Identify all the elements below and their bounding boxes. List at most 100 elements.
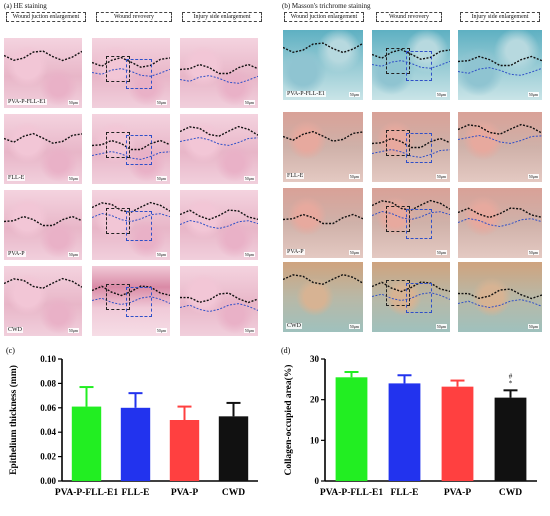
panel_a-image-r2-c1: FLL-E 50μm [4,114,82,184]
tissue-boundary-line [180,209,258,230]
panel_b-image-r2-c2: 50μm [372,112,450,182]
panel_a-image-r1-c2: 50μm [92,38,170,108]
scale-bar: 50μm [348,324,360,329]
bar-fll-e [388,383,421,481]
x-tick-label: CWD [222,488,245,498]
row-label: PVA-P-FLL-E1 [7,99,47,105]
injury-region-box [126,59,152,89]
x-tick-label: PVA-P [444,488,471,498]
tissue-boundary-line [283,42,363,54]
junction-region-box [386,205,410,232]
tissue-boundary-line [4,277,82,289]
panel-b-header-junction: Wound juction enlargement [284,12,364,22]
scale-bar: 50μm [67,252,79,257]
panel-b-title: (b) Masson's trichrome staining [282,2,371,10]
scale-bar: 50μm [348,174,360,179]
bar-cwd [218,416,249,481]
panel_b-image-r3-c2: 50μm [372,188,450,258]
panel-a-header-junction: Wound juction enlargement [6,12,86,22]
x-tick-label: PVA-P [171,488,198,498]
scale-bar: 50μm [155,176,167,181]
y-tick-label: 0.04 [40,427,56,437]
significance-marker: # [509,372,513,380]
injury-region-box [126,135,152,165]
scale-bar: 50μm [435,324,447,329]
panel_a-image-r2-c3: 50μm [180,114,258,184]
junction-region-box [386,47,410,74]
scale-bar: 50μm [527,250,539,255]
scale-bar: 50μm [527,324,539,329]
panel_a-image-r1-c1: PVA-P-FLL-E1 50μm [4,38,82,108]
tissue-boundary-line [92,139,170,160]
tissue-boundary-line [92,56,170,77]
panel_a-image-r1-c3: 50μm [180,38,258,108]
scale-bar: 50μm [67,328,79,333]
scale-bar: 50μm [435,250,447,255]
bar-fll-e [120,407,151,481]
x-tick-label: PVA-P-FLL-E1 [55,488,118,498]
tissue-boundary-line [372,48,450,69]
tissue-boundary-line [92,201,170,223]
chart-epithelium-thickness: (c) 0.00 0.02 0.04 0.06 0.08 0.10 Epithelium th… [6,346,258,498]
panel-a-header-injury: Injury side enlargement [182,12,262,22]
y-tick-label: 10 [310,435,320,445]
panel_b-image-r3-c1: PVA-P 50μm [283,188,363,258]
x-tick-label: FLL-E [391,488,419,498]
panel_b-image-r2-c3: 50μm [458,112,542,182]
panel-a-header-recovery: Wound revovery [96,12,172,22]
bar-pva-p [441,386,474,481]
panel_b-image-r4-c3: 50μm [458,262,542,332]
panel-label: (c) [6,346,15,355]
tissue-boundary-line [372,137,450,158]
y-tick-label: 20 [310,395,320,405]
x-tick-label: PVA-P-FLL-E1 [320,488,383,498]
tissue-boundary-line [372,199,450,221]
tissue-boundary-line [458,55,542,76]
injury-region-box [406,209,432,239]
y-tick-label: 0.02 [40,452,56,462]
tissue-boundary-line [4,50,82,62]
injury-region-box [406,133,432,163]
injury-region-box [406,51,432,81]
panel-b-header-injury: Injury side enlargement [460,12,540,22]
y-tick-label: 0.06 [40,403,56,413]
scale-bar: 50μm [527,174,539,179]
tissue-boundary-line [180,125,258,146]
scale-bar: 50μm [155,328,167,333]
panel_b-image-r3-c3: 50μm [458,188,542,258]
panel_b-image-r4-c2: 50μm [372,262,450,332]
row-label: PVA-P [7,251,26,257]
tissue-boundary-line [92,285,170,306]
panel_b-image-r1-c1: PVA-P-FLL-E1 50μm [283,30,363,100]
scale-bar: 50μm [67,176,79,181]
junction-region-box [386,129,410,156]
junction-region-box [106,55,130,82]
scale-bar: 50μm [243,328,255,333]
bar-pva-p-fll-e1 [71,406,102,481]
y-tick-label: 0 [315,476,320,486]
panel_a-image-r4-c1: CWD 50μm [4,266,82,336]
junction-region-box [386,279,410,306]
tissue-boundary-line [458,207,542,228]
panel_b-image-r1-c2: 50μm [372,30,450,100]
injury-region-box [126,211,152,241]
scale-bar: 50μm [155,252,167,257]
tissue-boundary-line [458,123,542,144]
row-label: PVA-P-FLL-E1 [286,91,326,97]
tissue-boundary-line [4,215,82,227]
x-tick-label: CWD [499,488,522,498]
row-label: FLL-E [286,173,305,179]
tissue-boundary-line [4,132,82,144]
bar-pva-p [169,420,200,481]
injury-region-box [406,283,432,313]
scale-bar: 50μm [435,174,447,179]
y-axis-label: Epithelium thickness (mm) [8,365,19,475]
row-label: PVA-P [286,249,305,255]
y-tick-label: 0.08 [40,378,56,388]
scale-bar: 50μm [243,176,255,181]
scale-bar: 50μm [348,250,360,255]
x-tick-label: FLL-E [122,488,150,498]
panel_a-image-r4-c2: 50μm [92,266,170,336]
panel_b-image-r4-c1: CWD 50μm [283,262,363,332]
scale-bar: 50μm [243,252,255,257]
